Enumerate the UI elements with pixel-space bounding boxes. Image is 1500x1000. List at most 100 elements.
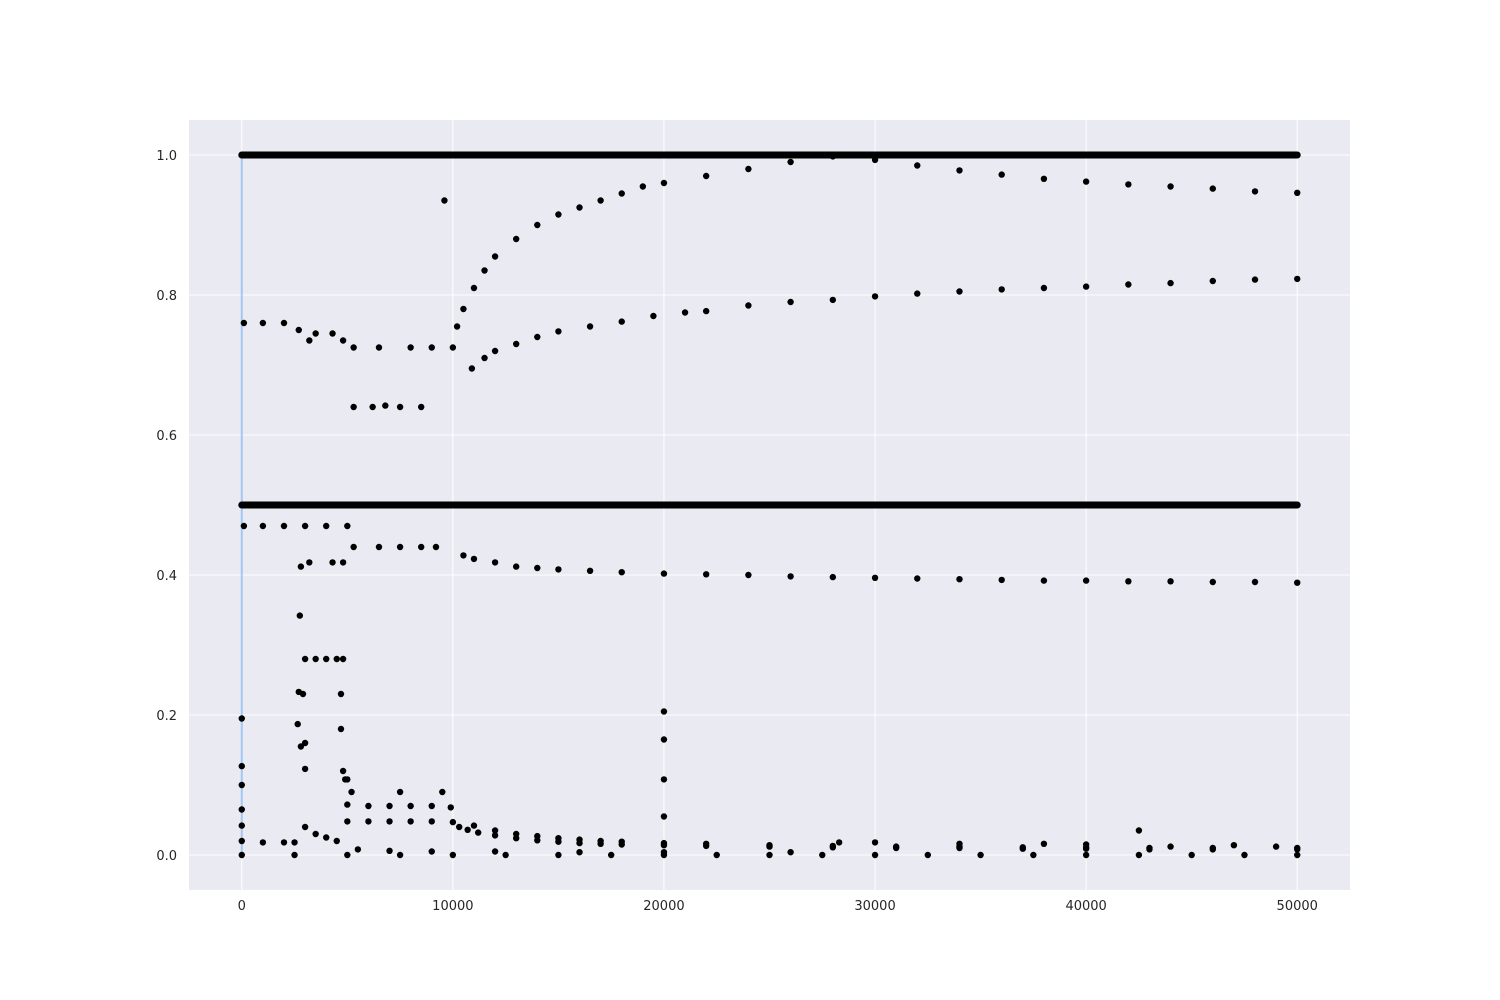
data-point [259,319,267,327]
data-point [339,337,347,344]
data-point [702,840,710,847]
series-1 [238,501,1301,509]
data-point [291,851,298,859]
data-point [297,563,305,570]
data-point [238,806,245,813]
data-point [1209,277,1216,285]
data-point [238,762,245,770]
data-point [512,830,520,838]
data-point [555,328,562,335]
data-point [745,571,752,579]
data-point [829,842,837,850]
data-point [350,344,357,351]
data-point [998,286,1005,293]
data-point [1040,284,1048,292]
data-point [491,832,499,839]
data-point [481,267,488,274]
data-point [787,158,794,166]
data-point [491,848,499,855]
data-point [660,151,668,159]
data-point [350,543,357,551]
data-point [1082,577,1090,584]
data-point [464,826,471,833]
data-point [766,151,773,159]
data-point [441,197,448,204]
data-point [1294,189,1301,196]
data-point [618,838,625,845]
data-point [512,563,520,570]
data-point [512,340,520,348]
y-tick-label: 0.4 [156,569,177,584]
data-point [428,802,435,810]
data-point [555,151,562,159]
data-point [977,151,984,159]
series-5 [238,612,1143,845]
data-point [428,344,435,351]
data-point [1294,579,1301,586]
data-point [787,298,794,306]
data-point [914,575,921,582]
data-point [350,403,357,411]
y-tick-label: 1.0 [156,149,177,164]
data-point [829,153,837,160]
data-point [555,211,562,218]
data-point [1167,183,1174,190]
data-point [956,288,963,295]
data-point [1125,578,1132,585]
data-point [396,851,404,859]
y-tick-label: 0.2 [156,709,177,724]
data-point [344,522,351,530]
data-point [1082,841,1090,848]
data-point [449,501,457,509]
data-point [639,183,647,190]
x-tick-label: 0 [238,899,246,914]
data-point [453,323,461,330]
data-point [449,344,457,351]
data-point [1188,151,1195,159]
data-point [1125,281,1132,288]
x-axis-ticks: 0 10000 20000 30000 40000 50000 [238,899,1318,914]
data-point [491,827,499,834]
data-point [491,347,499,355]
data-point [597,837,604,845]
data-point [534,832,541,840]
data-point [291,839,298,846]
data-point [660,849,668,856]
data-point [354,846,362,853]
data-point [1294,844,1301,852]
series-4 [240,522,1301,586]
data-point [1167,843,1174,850]
data-point [1082,283,1090,290]
series-0 [238,151,1301,159]
data-point [344,851,351,859]
data-point [439,788,446,796]
data-point [447,804,454,811]
data-point [766,501,773,509]
series-6 [344,801,1301,853]
data-point [534,564,541,572]
data-point [323,655,330,663]
data-point [1251,188,1259,195]
data-point [1251,578,1259,586]
data-point [238,837,245,845]
data-point [586,323,594,330]
data-point [787,849,794,856]
data-point [449,151,457,159]
data-point [555,566,562,573]
data-point [660,501,668,509]
data-point [576,204,583,211]
data-point [432,543,440,551]
data-point [238,501,245,509]
data-point [1230,842,1238,849]
data-point [470,284,478,292]
data-point [1251,276,1259,283]
data-point [418,403,425,411]
data-point [1125,181,1132,188]
data-point [871,501,879,509]
data-point [329,559,336,566]
x-tick-label: 10000 [432,899,473,914]
data-point [280,839,288,846]
data-point [491,253,499,260]
data-point [312,830,319,838]
data-point [365,818,372,825]
